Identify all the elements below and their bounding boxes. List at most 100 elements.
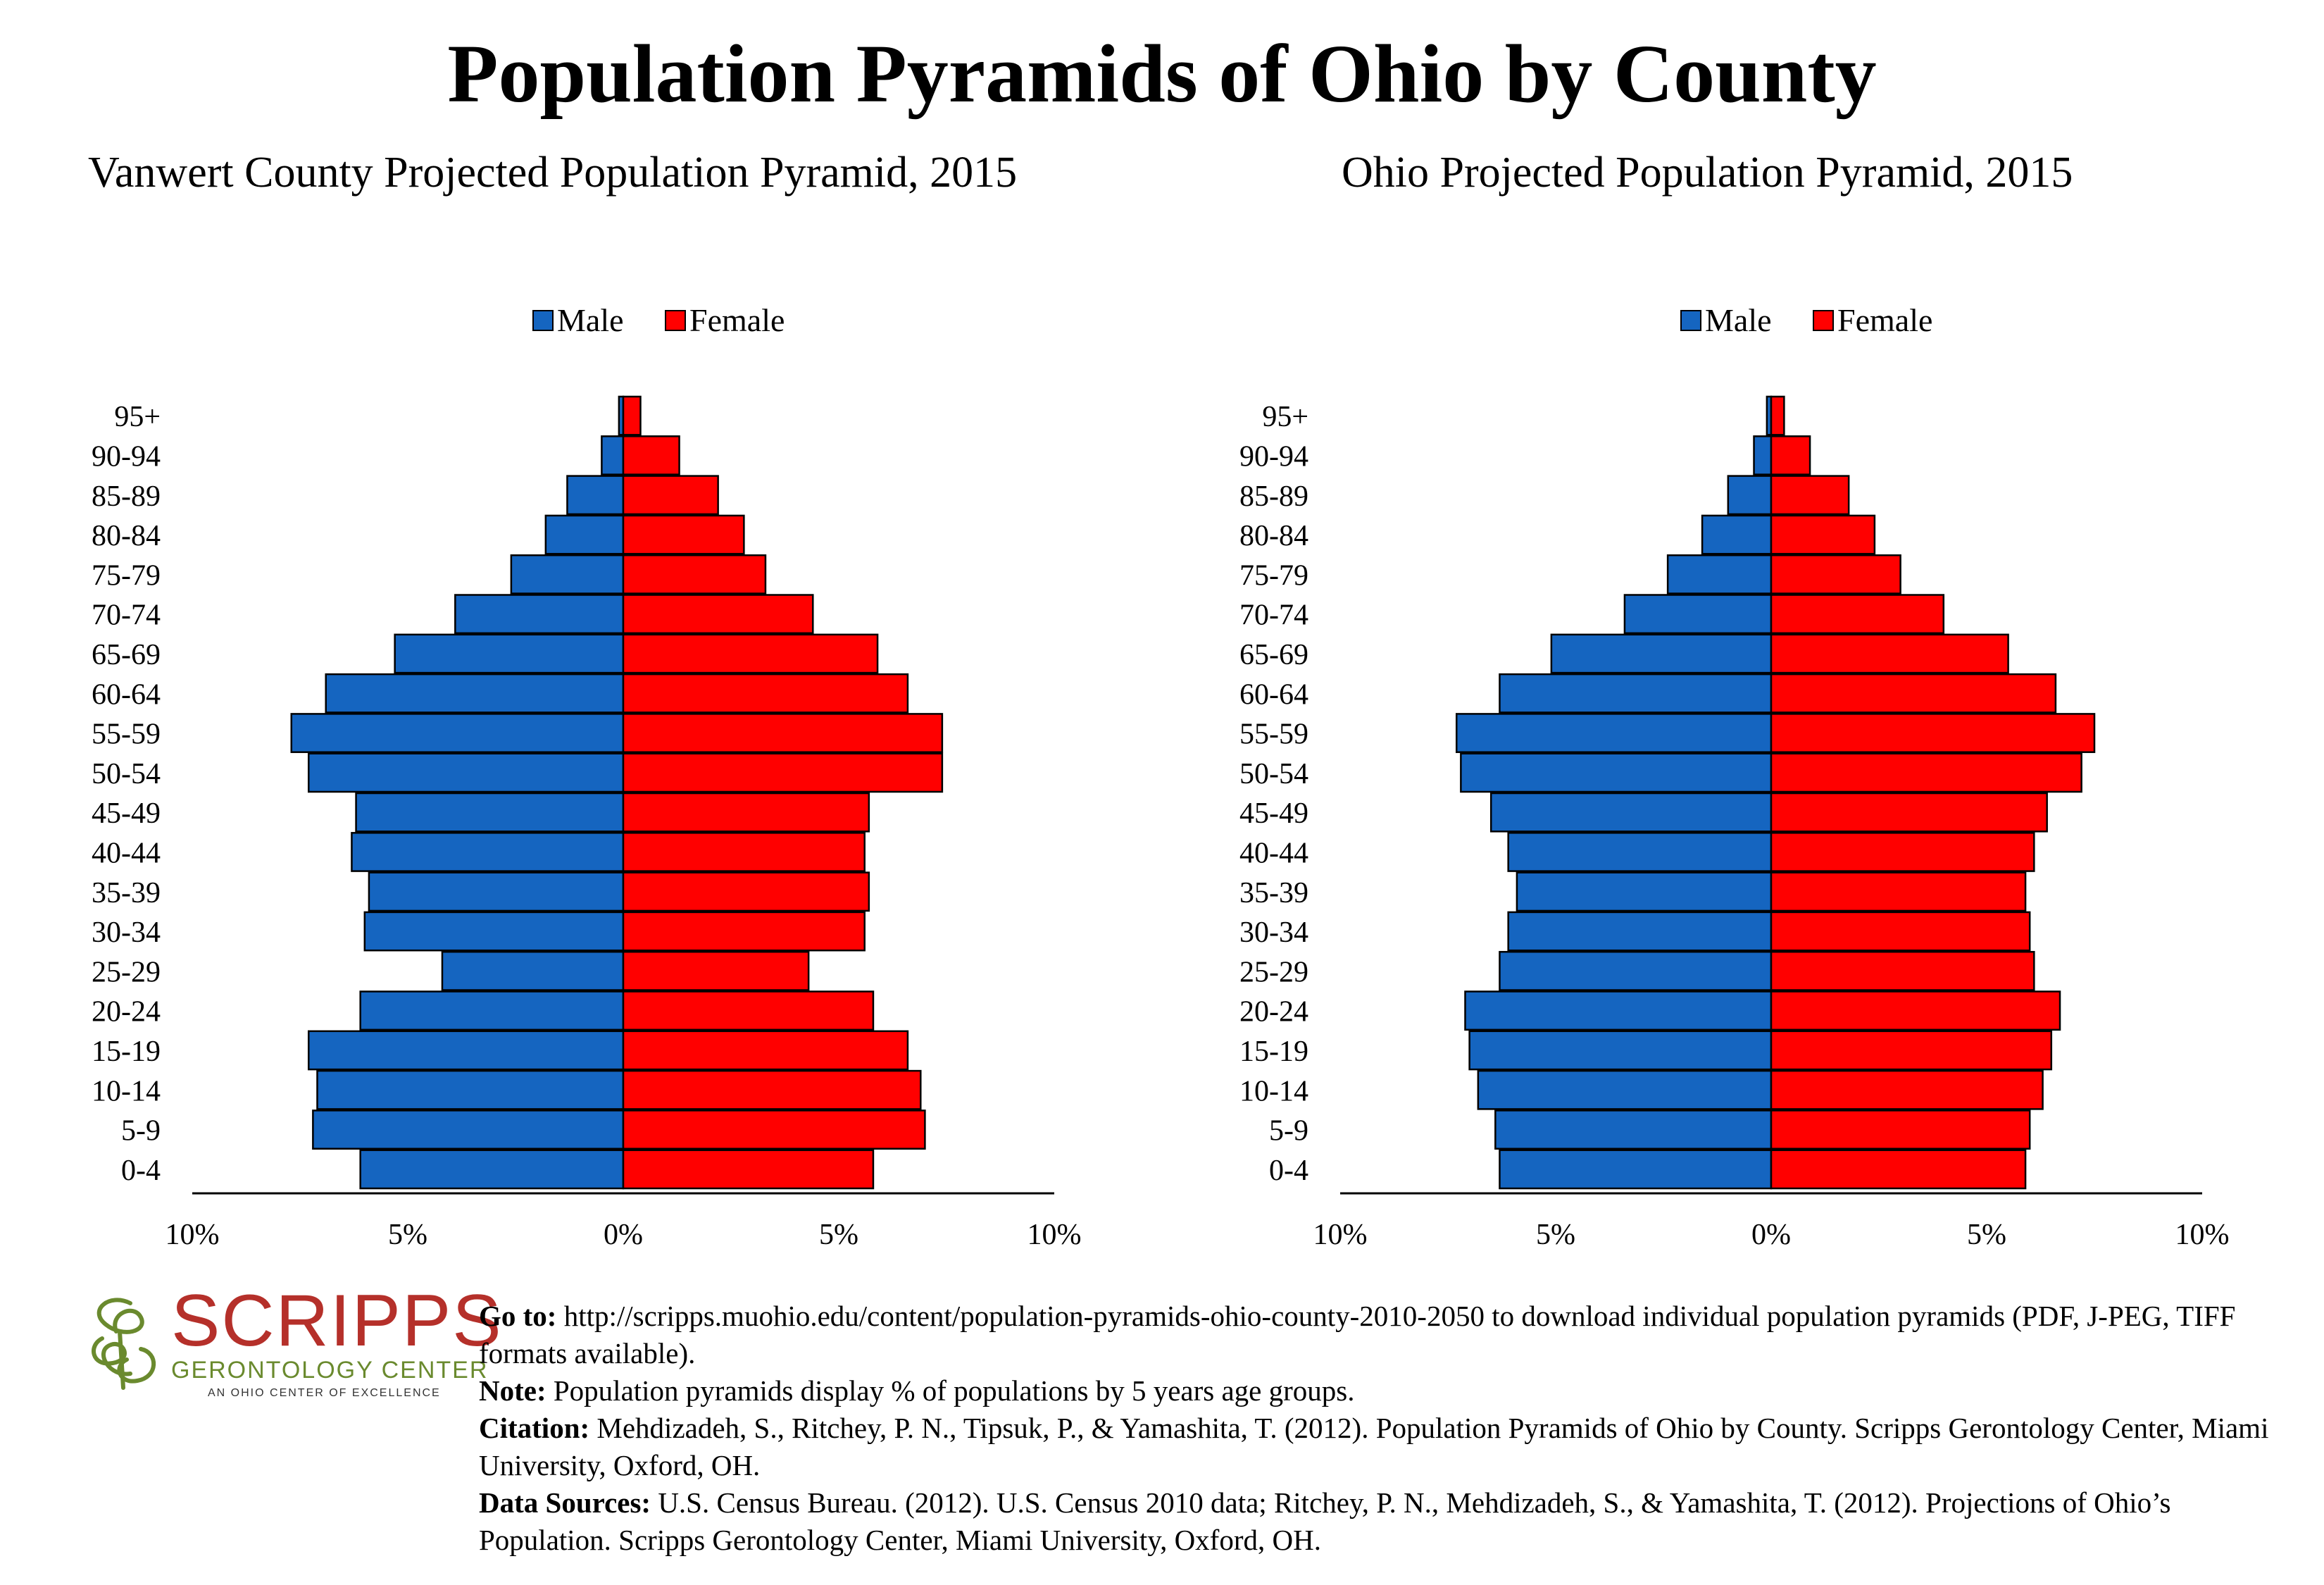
right-age-label: 0-4 xyxy=(1269,1155,1308,1187)
left-bar-female-35-39 xyxy=(622,871,870,912)
left-bar-female-65-69 xyxy=(622,633,879,674)
right-bar-male-50-54 xyxy=(1460,752,1773,793)
left-age-label: 45-49 xyxy=(92,797,161,830)
right-bar-female-25-29 xyxy=(1770,950,2035,991)
right-bar-female-15-19 xyxy=(1770,1030,2053,1071)
left-bar-male-15-19 xyxy=(307,1030,625,1071)
left-age-label: 10-14 xyxy=(92,1075,161,1107)
right-age-label: 85-89 xyxy=(1239,480,1308,513)
right-age-label: 65-69 xyxy=(1239,639,1308,671)
right-bar-female-20-24 xyxy=(1770,990,2061,1031)
left-bar-female-75-79 xyxy=(622,554,767,595)
pyramid-chart-left: Male Female 95+ 90-94 85-89 80-84 75-79 70-74 65… xyxy=(92,302,1082,1251)
citation-label: Citation: xyxy=(479,1412,590,1444)
right-age-label: 55-59 xyxy=(1239,719,1308,751)
left-bar-female-55-59 xyxy=(622,713,944,753)
left-bar-male-90-94 xyxy=(601,435,625,476)
scripps-logo: SCRIPPS GERONTOLOGY CENTER AN OHIO CENTE… xyxy=(81,1282,501,1402)
right-age-label: 70-74 xyxy=(1239,599,1308,632)
right-bar-female-40-44 xyxy=(1770,832,2035,872)
left-age-label: 95+ xyxy=(114,401,161,433)
logo-subtitle: GERONTOLOGY CENTER xyxy=(171,1357,489,1384)
left-bar-female-25-29 xyxy=(622,950,810,991)
left-bar-male-45-49 xyxy=(355,792,625,833)
right-bar-female-5-9 xyxy=(1770,1110,2031,1150)
note-label: Note: xyxy=(479,1374,546,1407)
citation-text: Mehdizadeh, S., Ritchey, P. N., Tipsuk, … xyxy=(479,1412,2269,1481)
left-bar-female-30-34 xyxy=(622,911,866,952)
right-bar-male-5-9 xyxy=(1494,1110,1773,1150)
goto-label: Go to: xyxy=(479,1300,557,1332)
left-legend-label-female: Female xyxy=(689,302,785,338)
left-bar-male-35-39 xyxy=(368,871,625,912)
left-bar-female-85-89 xyxy=(622,475,719,516)
right-age-label: 60-64 xyxy=(1239,678,1308,711)
left-bar-male-80-84 xyxy=(544,514,625,555)
right-x-tick-label: 5% xyxy=(1536,1219,1575,1251)
right-bar-male-25-29 xyxy=(1499,950,1773,991)
left-age-label: 75-79 xyxy=(92,559,161,592)
left-legend-swatch-female xyxy=(665,310,686,331)
right-bar-male-60-64 xyxy=(1499,673,1773,714)
right-bar-male-80-84 xyxy=(1701,514,1773,555)
right-age-label: 15-19 xyxy=(1239,1036,1308,1068)
right-age-label: 30-34 xyxy=(1239,916,1308,949)
chart-title-right: Ohio Projected Population Pyramid, 2015 xyxy=(1342,149,2073,197)
right-bar-male-35-39 xyxy=(1516,871,1773,912)
right-bar-male-55-59 xyxy=(1455,713,1773,753)
left-age-label: 80-84 xyxy=(92,520,161,552)
right-age-label: 5-9 xyxy=(1269,1115,1308,1148)
right-x-tick-label: 5% xyxy=(1967,1219,2006,1251)
right-bar-male-70-74 xyxy=(1623,594,1773,635)
sources-label: Data Sources: xyxy=(479,1486,651,1519)
right-bar-female-60-64 xyxy=(1770,673,2057,714)
logo-wordmark: SCRIPPS xyxy=(171,1280,503,1362)
right-bar-female-70-74 xyxy=(1770,594,1945,635)
right-bar-male-90-94 xyxy=(1753,435,1773,476)
left-bar-male-10-14 xyxy=(316,1069,625,1110)
right-age-label: 50-54 xyxy=(1239,758,1308,790)
left-age-label: 35-39 xyxy=(92,877,161,909)
right-age-label: 25-29 xyxy=(1239,956,1308,988)
pyramid-chart-right: Male Female 95+ 90-94 85-89 80-84 75-79 70-74 65… xyxy=(1239,302,2230,1251)
left-bar-male-30-34 xyxy=(363,911,625,952)
left-bar-female-95+ xyxy=(622,395,642,436)
right-bar-male-30-34 xyxy=(1507,911,1773,952)
left-bar-male-25-29 xyxy=(441,950,625,991)
right-age-label: 95+ xyxy=(1262,401,1308,433)
left-x-tick-label: 5% xyxy=(819,1219,858,1251)
right-bar-female-10-14 xyxy=(1770,1069,2044,1110)
sources-text: U.S. Census Bureau. (2012). U.S. Census … xyxy=(479,1486,2171,1556)
note-text: Population pyramids display % of populat… xyxy=(546,1374,1355,1407)
left-age-label: 55-59 xyxy=(92,719,161,751)
left-age-label: 15-19 xyxy=(92,1036,161,1068)
right-age-label: 40-44 xyxy=(1239,837,1308,869)
left-bar-female-0-4 xyxy=(622,1149,875,1190)
left-age-label: 70-74 xyxy=(92,599,161,632)
footer-goto: Go to: http://scripps.muohio.edu/content… xyxy=(479,1298,2310,1372)
left-bar-male-50-54 xyxy=(307,752,625,793)
left-age-label: 25-29 xyxy=(92,956,161,988)
footer-notes: Go to: http://scripps.muohio.edu/content… xyxy=(479,1298,2310,1559)
right-bar-female-30-34 xyxy=(1770,911,2031,952)
left-bar-female-15-19 xyxy=(622,1030,909,1071)
left-bar-male-75-79 xyxy=(510,554,625,595)
right-bar-female-80-84 xyxy=(1770,514,1876,555)
right-bar-female-0-4 xyxy=(1770,1149,2027,1190)
footer-sources: Data Sources: U.S. Census Bureau. (2012)… xyxy=(479,1484,2310,1559)
left-bar-male-0-4 xyxy=(359,1149,625,1190)
right-bar-female-90-94 xyxy=(1770,435,1811,476)
left-bar-female-70-74 xyxy=(622,594,814,635)
right-bar-male-10-14 xyxy=(1477,1069,1773,1110)
left-bar-female-5-9 xyxy=(622,1110,926,1150)
right-age-label: 35-39 xyxy=(1239,877,1308,909)
left-bar-male-70-74 xyxy=(454,594,625,635)
left-bar-female-50-54 xyxy=(622,752,944,793)
right-bar-female-35-39 xyxy=(1770,871,2027,912)
left-age-label: 30-34 xyxy=(92,916,161,949)
left-age-label: 20-24 xyxy=(92,996,161,1028)
left-bar-female-90-94 xyxy=(622,435,680,476)
right-bar-female-95+ xyxy=(1770,395,1785,436)
right-age-label: 45-49 xyxy=(1239,797,1308,830)
right-legend-label-female: Female xyxy=(1837,302,1932,338)
